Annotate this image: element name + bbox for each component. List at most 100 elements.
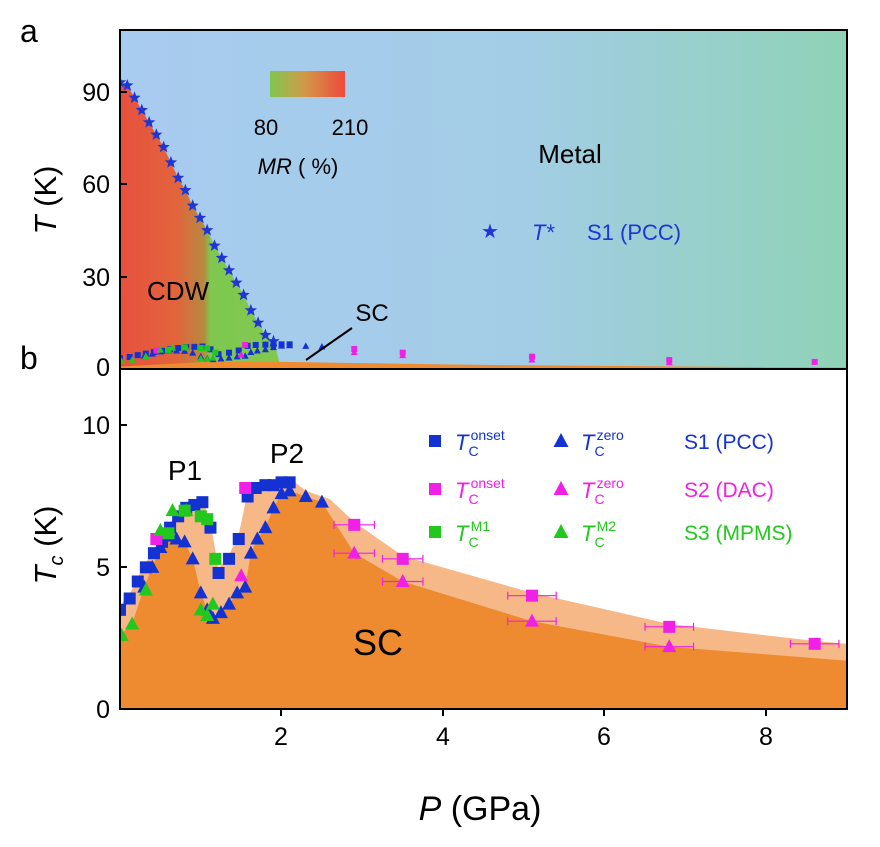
- tstar-point: [230, 276, 243, 288]
- tc-point-a: [165, 346, 172, 353]
- legend-square-marker: [429, 483, 441, 495]
- tc-point-a: [204, 345, 211, 352]
- tc-triangle-point: [662, 639, 677, 653]
- tstar-point: [121, 79, 134, 91]
- tc-point-a: [156, 346, 164, 353]
- panel-b-frame: [119, 368, 848, 710]
- tstar-point: [135, 103, 148, 116]
- metal-label: Metal: [538, 139, 602, 169]
- legend-triangle-marker: [553, 433, 569, 447]
- tc-point-a: [269, 343, 277, 351]
- tc-square-point: [239, 482, 252, 494]
- tc-point-a: [237, 351, 245, 358]
- legend-entry-label: TConset: [455, 475, 505, 507]
- tstar-point: [222, 263, 236, 276]
- tc-square-point: [212, 567, 225, 579]
- panel-b: 10 5 0 0 2 4 6 8 b Tc (K) P (GPa) P1 P2 …: [20, 340, 848, 828]
- tc-point-a: [189, 349, 197, 356]
- tc-point-a: [181, 347, 189, 354]
- tc-point-a: [261, 345, 269, 353]
- tc-point-a: [134, 352, 141, 359]
- tc-point-a: [235, 347, 242, 354]
- tstar-point: [201, 223, 214, 236]
- tc-square-point: [525, 589, 538, 602]
- tc-triangle-point: [165, 503, 180, 517]
- cdw-label: CDW: [147, 276, 210, 306]
- tstar-point: [237, 288, 250, 301]
- tc-square-point: [223, 552, 236, 565]
- tc-point-a: [169, 343, 177, 351]
- tc-triangle-point: [145, 559, 160, 573]
- tc-square-point: [131, 575, 144, 588]
- tstar-series: [120, 75, 280, 347]
- panel-a: 90 60 30 a T (K) 80 210 MR ( %) Metal CD…: [20, 13, 848, 370]
- ytick-label: 10: [82, 412, 110, 440]
- legend-entry-label: TConset: [455, 427, 505, 459]
- legend-entry-label: TCM1: [455, 518, 490, 550]
- tstar-point: [172, 171, 185, 184]
- panel-b-y-ticks: 10 5 0 0: [82, 354, 127, 724]
- tc-point-a: [148, 350, 156, 357]
- tc-triangle-point: [238, 579, 253, 593]
- tc-square-point: [120, 603, 126, 616]
- legend-entry-label: TCzero: [581, 427, 624, 459]
- tc-point-a: [302, 342, 310, 349]
- tc-point-a: [153, 347, 160, 354]
- tc-triangle-point: [230, 585, 245, 599]
- legend-square-marker: [429, 435, 441, 447]
- tc-triangle-point: [169, 531, 184, 545]
- colorbar-axis-label: MR ( %): [258, 154, 339, 179]
- tc-triangle-point: [205, 596, 220, 610]
- tc-point-a: [142, 352, 150, 360]
- tc-point-a: [278, 342, 286, 349]
- tc-point-a: [126, 353, 133, 360]
- tc-triangle-point: [193, 602, 208, 616]
- sc-pointer-line: [305, 327, 353, 361]
- tc-triangle-point: [185, 551, 200, 565]
- tc-point-a: [665, 358, 673, 366]
- tstar-point: [164, 156, 178, 168]
- tstar-point: [267, 334, 280, 347]
- tc-point-a: [242, 341, 249, 348]
- tc-point-a: [212, 349, 219, 356]
- tc-triangle-point: [250, 531, 265, 545]
- legend-triangle-marker: [553, 481, 569, 495]
- tc-point-a: [207, 346, 214, 353]
- tstar-point: [215, 251, 228, 264]
- tc-square-point: [663, 620, 676, 633]
- tc-point-a: [173, 347, 181, 354]
- tc-triangle-point: [193, 585, 208, 599]
- low-pressure-markers-a: [120, 341, 818, 366]
- tc-triangle-point: [120, 627, 129, 641]
- tstar-point: [150, 128, 163, 140]
- legend-triangle-marker: [553, 524, 569, 538]
- tc-point-a: [262, 341, 269, 348]
- ytick-label: 60: [82, 171, 110, 199]
- tstar-point: [186, 199, 199, 211]
- panel-a-letter: a: [20, 13, 38, 49]
- tc-triangle-point: [153, 523, 168, 536]
- tc-point-a: [399, 351, 407, 359]
- tc-square-point: [283, 476, 296, 489]
- tc-point-a: [811, 358, 818, 365]
- tc-triangle-point: [138, 582, 153, 596]
- tc-triangle-point: [298, 489, 313, 502]
- tstar-point: [208, 239, 221, 251]
- tstar-legend-sample: S1 (PCC): [587, 220, 681, 245]
- tc-triangle-point: [222, 596, 237, 610]
- legend-entry-label: TCzero: [581, 475, 624, 507]
- tc-triangle-point: [282, 483, 297, 497]
- tc-triangle-point: [125, 616, 140, 630]
- tc-point-a: [252, 341, 259, 348]
- tc-triangle-point: [347, 545, 362, 559]
- tstar-point: [142, 116, 156, 128]
- sc-region-b: [120, 490, 847, 709]
- tc-triangle-point: [314, 494, 329, 508]
- legend-sample-label: S2 (DAC): [684, 479, 774, 502]
- tc-point-a: [203, 355, 211, 362]
- tc-square-point: [209, 552, 222, 565]
- tc-point-a: [217, 355, 225, 362]
- panel-b-y-axis-label: Tc (K): [28, 506, 68, 585]
- ytick-label: 0: [96, 696, 110, 724]
